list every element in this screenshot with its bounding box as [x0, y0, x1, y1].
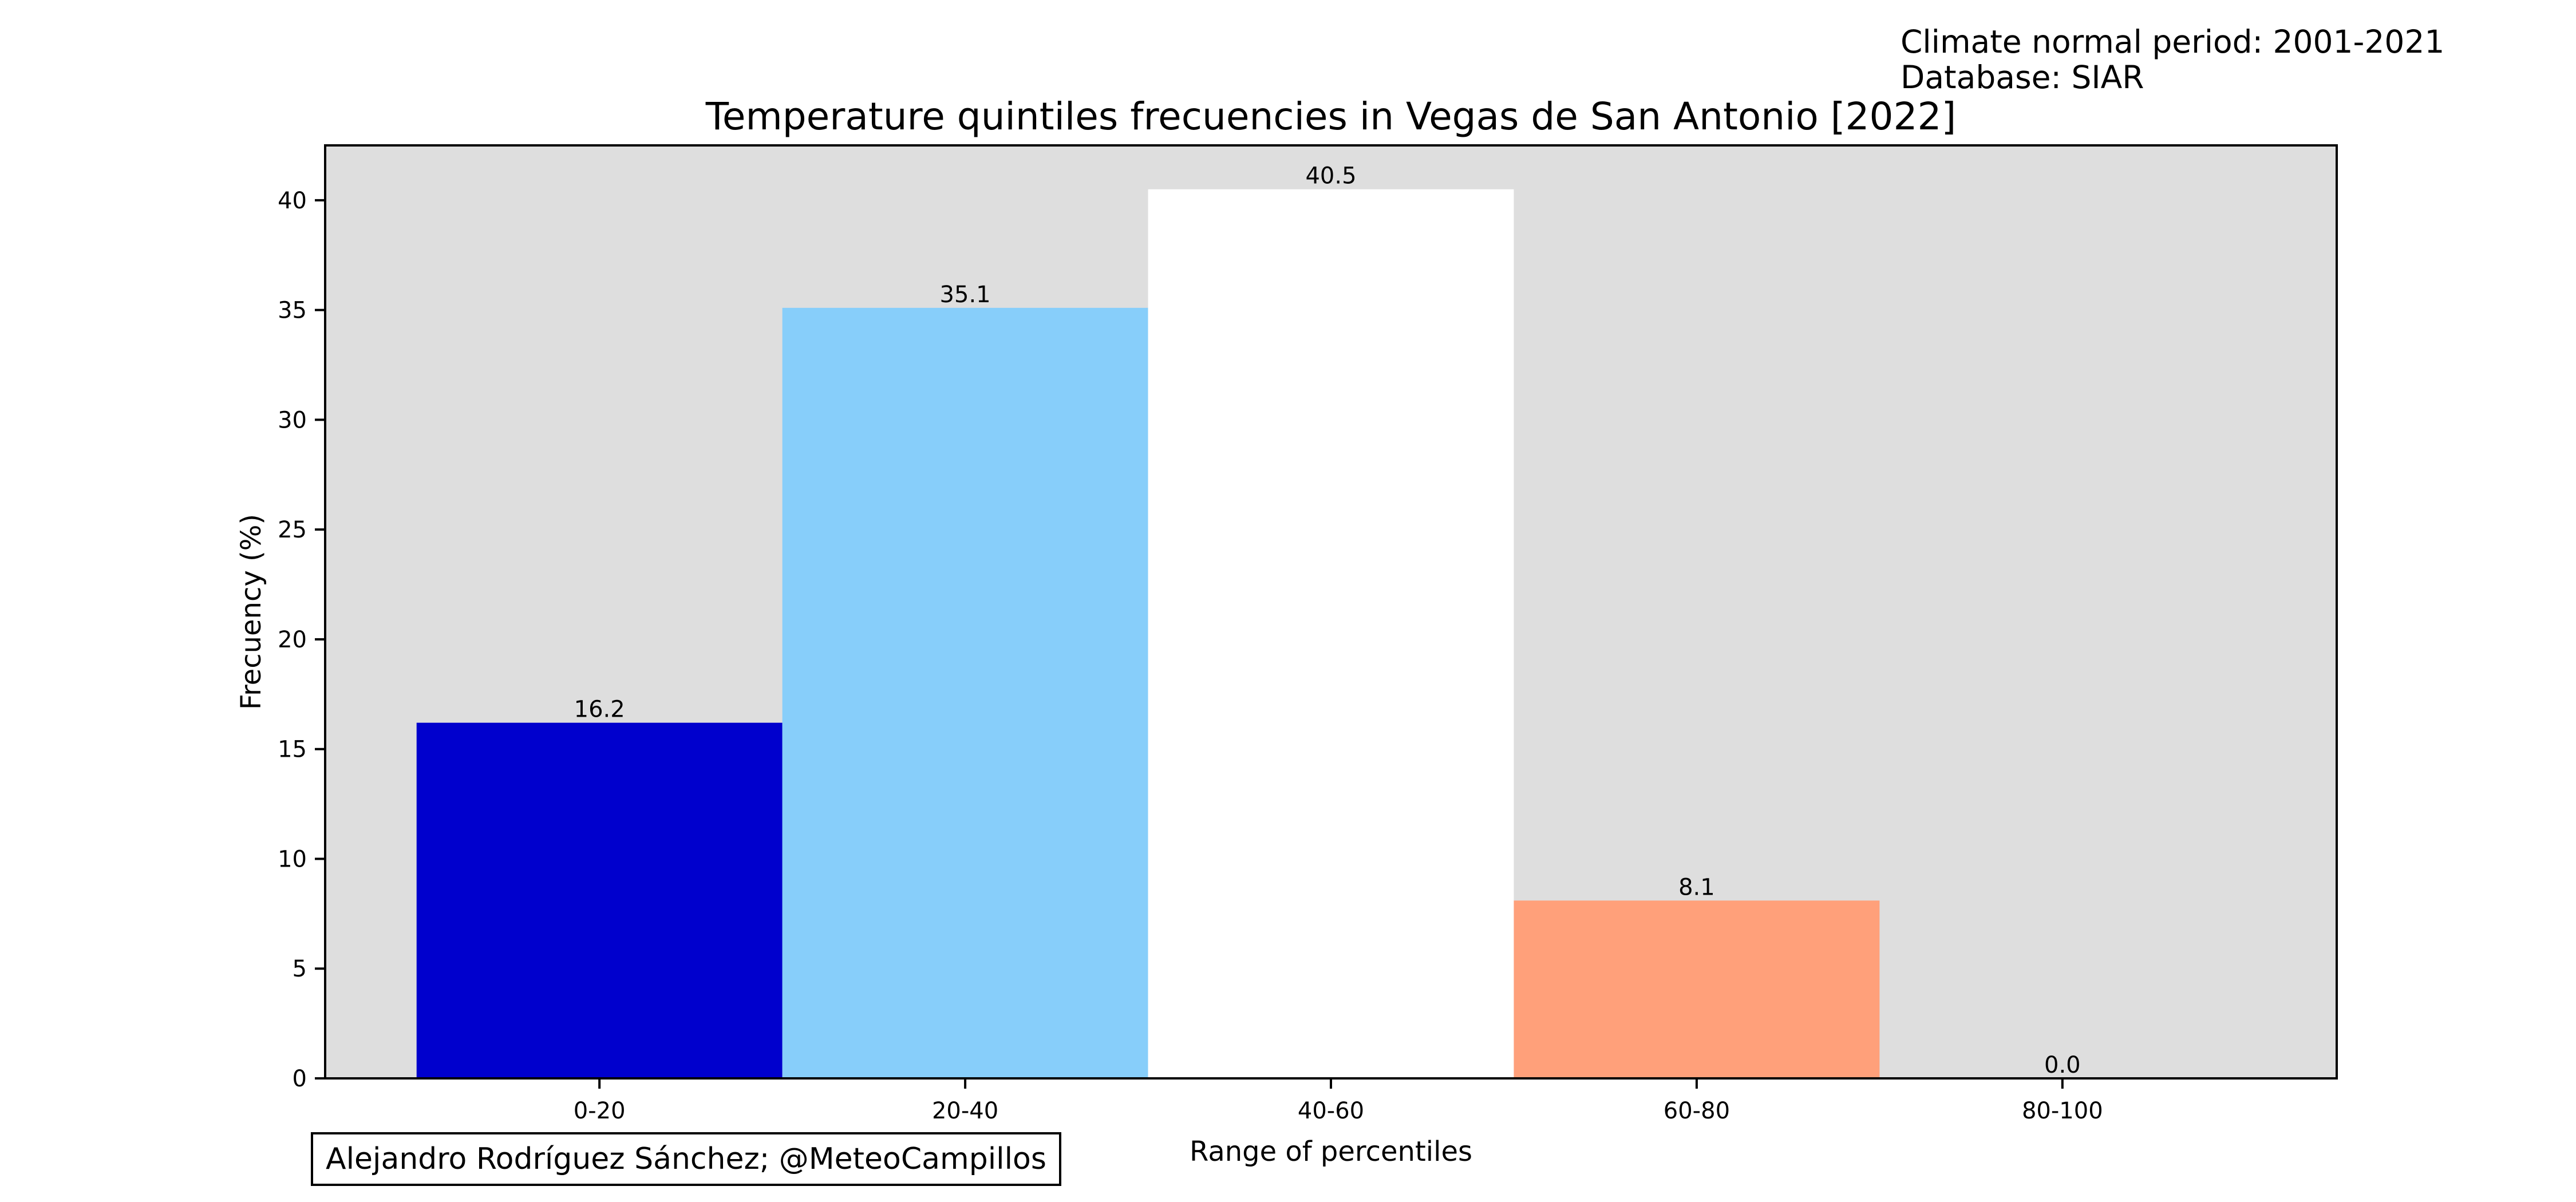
- bar-20-40: [782, 307, 1148, 1078]
- y-tick-label: 5: [293, 956, 307, 982]
- bar-60-80: [1514, 900, 1880, 1078]
- climate-period-text: Climate normal period: 2001-2021: [1901, 23, 2445, 60]
- chart-title: Temperature quintiles frecuencies in Veg…: [705, 94, 1956, 139]
- y-tick-label: 40: [278, 188, 307, 214]
- y-tick-label: 0: [293, 1066, 307, 1092]
- author-credit: Alejandro Rodríguez Sánchez; @MeteoCampi…: [311, 1132, 1061, 1186]
- bar-value-label: 8.1: [1678, 874, 1715, 900]
- y-axis-label: Frecuency (%): [235, 514, 267, 710]
- y-tick-label: 10: [278, 846, 307, 872]
- x-tick-label: 80-100: [2022, 1098, 2103, 1124]
- y-tick-label: 30: [278, 407, 307, 433]
- bar-value-label: 40.5: [1305, 163, 1356, 189]
- x-tick-label: 20-40: [932, 1098, 998, 1124]
- y-tick-label: 15: [278, 737, 307, 763]
- x-tick-label: 60-80: [1664, 1098, 1730, 1124]
- x-tick-label: 40-60: [1298, 1098, 1364, 1124]
- bar-value-labels: 16.2 35.1 40.5 8.1 0.0: [574, 163, 2081, 1078]
- bar-0-20: [416, 722, 783, 1078]
- bar-value-label: 35.1: [940, 282, 991, 308]
- y-tick-label: 20: [278, 627, 307, 653]
- y-axis: 0 5 10 15 20 25 30 35 40: [278, 188, 325, 1092]
- x-axis: 0-20 20-40 40-60 60-80 80-100: [574, 1078, 2103, 1124]
- database-text: Database: SIAR: [1901, 59, 2144, 96]
- bar-value-label: 0.0: [2044, 1052, 2081, 1078]
- x-tick-label: 0-20: [574, 1098, 626, 1124]
- bar-40-60: [1148, 189, 1514, 1079]
- y-tick-label: 35: [278, 298, 307, 324]
- bars-group: [416, 189, 1880, 1079]
- y-tick-label: 25: [278, 517, 307, 543]
- x-axis-label: Range of percentiles: [1190, 1136, 1472, 1168]
- bar-value-label: 16.2: [574, 697, 625, 723]
